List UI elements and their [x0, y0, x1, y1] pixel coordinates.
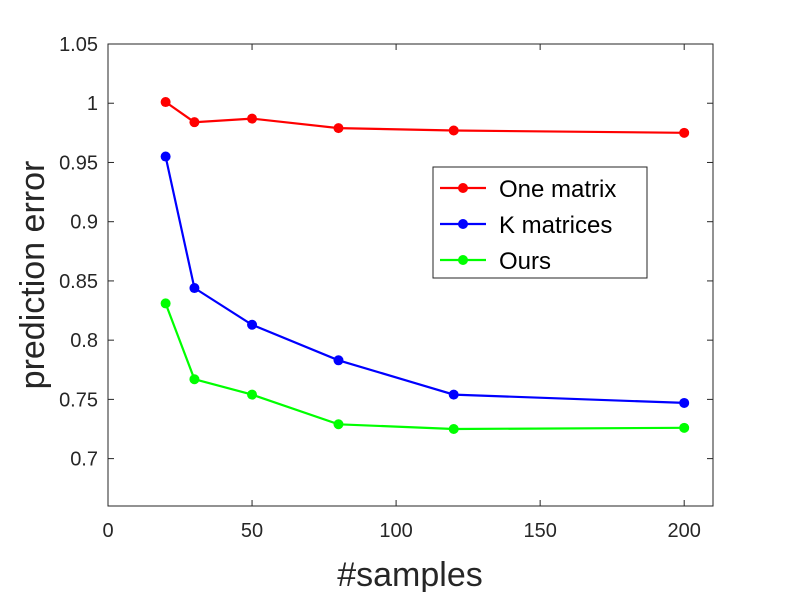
data-point [189, 117, 200, 128]
data-point [189, 283, 200, 294]
data-point [247, 113, 258, 124]
data-point [247, 319, 258, 330]
legend-marker [458, 183, 468, 193]
data-point [679, 397, 690, 408]
plot-frame [107, 43, 714, 507]
x-tick-label: 150 [523, 520, 556, 542]
y-tick-label: 1 [87, 93, 98, 115]
x-axis-title: #samples [337, 556, 483, 592]
y-tick-label: 0.85 [59, 271, 98, 293]
y-axis-ticks: 0.7 0.75 0.8 0.85 0.9 0.95 1 1.05 [59, 34, 713, 471]
data-point [448, 125, 459, 136]
legend-label: Ours [499, 248, 551, 275]
series-line-2 [164, 303, 685, 431]
data-point [333, 123, 344, 134]
y-tick-label: 0.95 [59, 152, 98, 174]
x-tick-label: 0 [102, 520, 113, 542]
y-tick-label: 0.75 [59, 389, 98, 411]
legend-marker [458, 255, 468, 265]
legend-marker [458, 219, 468, 229]
legend: One matrix K matrices Ours [432, 166, 648, 279]
x-tick-label: 100 [379, 520, 412, 542]
x-tick-label: 200 [668, 520, 701, 542]
series-line-0 [164, 101, 685, 134]
y-tick-label: 0.7 [70, 449, 98, 471]
data-point [333, 355, 344, 366]
data-point [679, 422, 690, 433]
data-point [160, 298, 171, 309]
x-tick-label: 50 [241, 520, 263, 542]
data-point [679, 127, 690, 138]
y-tick-label: 1.05 [59, 34, 98, 56]
data-point [448, 424, 459, 434]
series-layer [160, 97, 690, 434]
legend-label: One matrix [499, 176, 616, 203]
y-axis-title: prediction error [14, 161, 52, 390]
data-point [448, 389, 459, 400]
y-tick-label: 0.9 [70, 212, 98, 234]
y-tick-label: 0.8 [70, 330, 98, 352]
legend-label: K matrices [499, 212, 612, 239]
data-point [189, 374, 200, 385]
x-axis-ticks: 0 50 100 150 200 [102, 44, 701, 542]
data-point [160, 151, 171, 162]
data-point [247, 389, 258, 400]
series-line-1 [164, 156, 685, 404]
data-point [333, 419, 344, 430]
data-point [160, 97, 171, 108]
